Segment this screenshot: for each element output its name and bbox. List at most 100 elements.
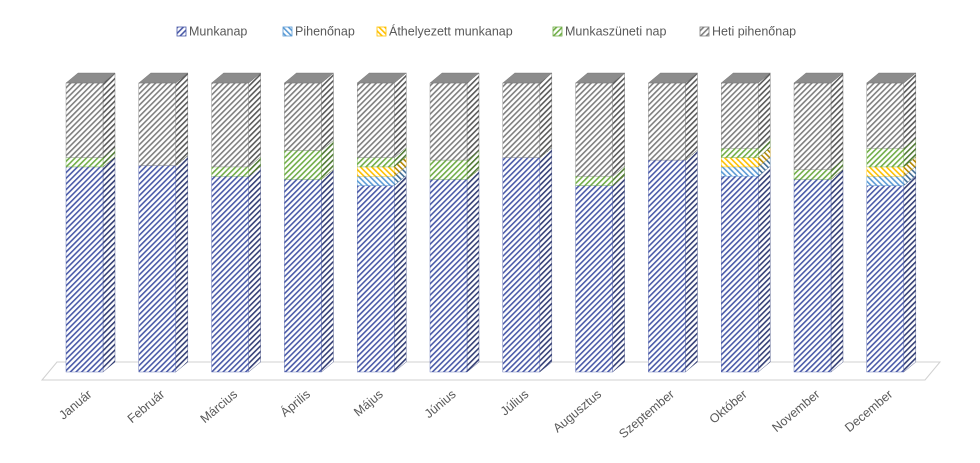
bar bbox=[866, 185, 904, 373]
x-tick-label: Július bbox=[498, 387, 531, 418]
bar-top bbox=[356, 72, 407, 84]
bar-side bbox=[612, 175, 625, 373]
bar bbox=[502, 157, 540, 373]
x-tick-label: November bbox=[769, 387, 822, 435]
bar-side bbox=[466, 72, 480, 161]
bar-side bbox=[248, 72, 261, 168]
bar-top bbox=[211, 72, 262, 84]
legend-swatch bbox=[376, 26, 387, 37]
bar-side bbox=[248, 165, 261, 373]
legend-label: Munkaszüneti nap bbox=[565, 24, 667, 38]
legend-swatch bbox=[176, 26, 187, 37]
x-tick-label: Szeptember bbox=[616, 387, 677, 441]
bar-side bbox=[903, 72, 916, 149]
x-tick-label: Június bbox=[422, 387, 459, 421]
bar-side bbox=[175, 72, 189, 166]
bar bbox=[357, 185, 395, 373]
bar bbox=[575, 82, 613, 177]
x-tick-label: Május bbox=[351, 387, 386, 419]
bar bbox=[429, 82, 468, 161]
legend-swatch bbox=[552, 26, 563, 37]
bar bbox=[793, 169, 832, 180]
bar bbox=[65, 166, 104, 373]
bar-side bbox=[539, 147, 552, 373]
x-tick-label: December bbox=[842, 387, 895, 435]
x-tick-label: Március bbox=[198, 387, 241, 426]
legend-swatch bbox=[699, 26, 710, 37]
bar-side bbox=[758, 165, 771, 373]
legend-label: Pihenőnap bbox=[295, 24, 355, 38]
x-tick-label: Április bbox=[277, 386, 313, 419]
legend-label: Munkanap bbox=[189, 24, 247, 38]
x-tick-label: Február bbox=[125, 387, 168, 426]
bar bbox=[211, 166, 249, 177]
bar bbox=[284, 150, 322, 180]
bar-side bbox=[830, 168, 844, 373]
bar bbox=[793, 82, 832, 170]
bar-side bbox=[102, 156, 116, 373]
bar bbox=[866, 176, 904, 186]
x-tick-label: Október bbox=[707, 387, 750, 426]
bar-side bbox=[102, 72, 116, 159]
bar-top bbox=[793, 72, 844, 84]
bar bbox=[357, 82, 395, 158]
bar-side bbox=[466, 168, 480, 373]
bar bbox=[721, 176, 759, 373]
bar-top bbox=[720, 72, 771, 84]
bar-side bbox=[539, 72, 552, 159]
bar bbox=[721, 166, 759, 177]
bar bbox=[721, 157, 759, 168]
bar-side bbox=[830, 72, 844, 171]
bar-top bbox=[283, 72, 334, 84]
bar bbox=[429, 179, 468, 373]
bar bbox=[502, 82, 540, 158]
legend-swatch bbox=[282, 26, 293, 37]
bar bbox=[429, 159, 468, 180]
x-tick-label: Január bbox=[56, 387, 94, 422]
bar-top bbox=[429, 72, 480, 84]
bar bbox=[575, 176, 613, 186]
bar-side bbox=[903, 175, 916, 373]
bar-top bbox=[575, 72, 626, 84]
bar bbox=[721, 148, 759, 158]
bar-top bbox=[502, 72, 553, 84]
bar-top bbox=[647, 72, 698, 84]
x-tick-label: Augusztus bbox=[550, 387, 604, 435]
legend-label: Áthelyezett munkanap bbox=[389, 23, 513, 38]
bar bbox=[357, 157, 395, 168]
bar bbox=[65, 82, 104, 158]
floor bbox=[40, 361, 942, 381]
legend-label: Heti pihenőnap bbox=[712, 24, 796, 38]
bar bbox=[211, 82, 249, 168]
bar-side bbox=[612, 72, 625, 177]
bar bbox=[357, 166, 395, 177]
bar bbox=[284, 179, 322, 373]
bar-side bbox=[394, 72, 407, 159]
bar bbox=[65, 157, 104, 168]
bar bbox=[138, 82, 177, 166]
bar bbox=[575, 185, 613, 373]
bar bbox=[211, 176, 249, 373]
bar bbox=[866, 148, 904, 168]
bar bbox=[138, 165, 177, 373]
bar bbox=[866, 166, 904, 177]
bar-side bbox=[321, 168, 334, 373]
bar bbox=[793, 179, 832, 373]
bar-side bbox=[175, 155, 189, 373]
bar-side bbox=[758, 72, 771, 149]
bar bbox=[284, 82, 322, 151]
bar bbox=[721, 82, 759, 149]
bar-side bbox=[321, 72, 334, 151]
bar-side bbox=[394, 175, 407, 373]
bar-top bbox=[866, 72, 917, 84]
bar-top bbox=[65, 72, 116, 84]
bar-side bbox=[685, 149, 698, 373]
bar-side bbox=[685, 72, 698, 161]
legend: Munkanap Pihenőnap Áthelyezett munkanap Mun… bbox=[176, 23, 796, 38]
bar bbox=[648, 159, 686, 373]
bar bbox=[866, 82, 904, 149]
bar bbox=[357, 176, 395, 186]
bar-top bbox=[138, 72, 189, 84]
bar bbox=[648, 82, 686, 161]
